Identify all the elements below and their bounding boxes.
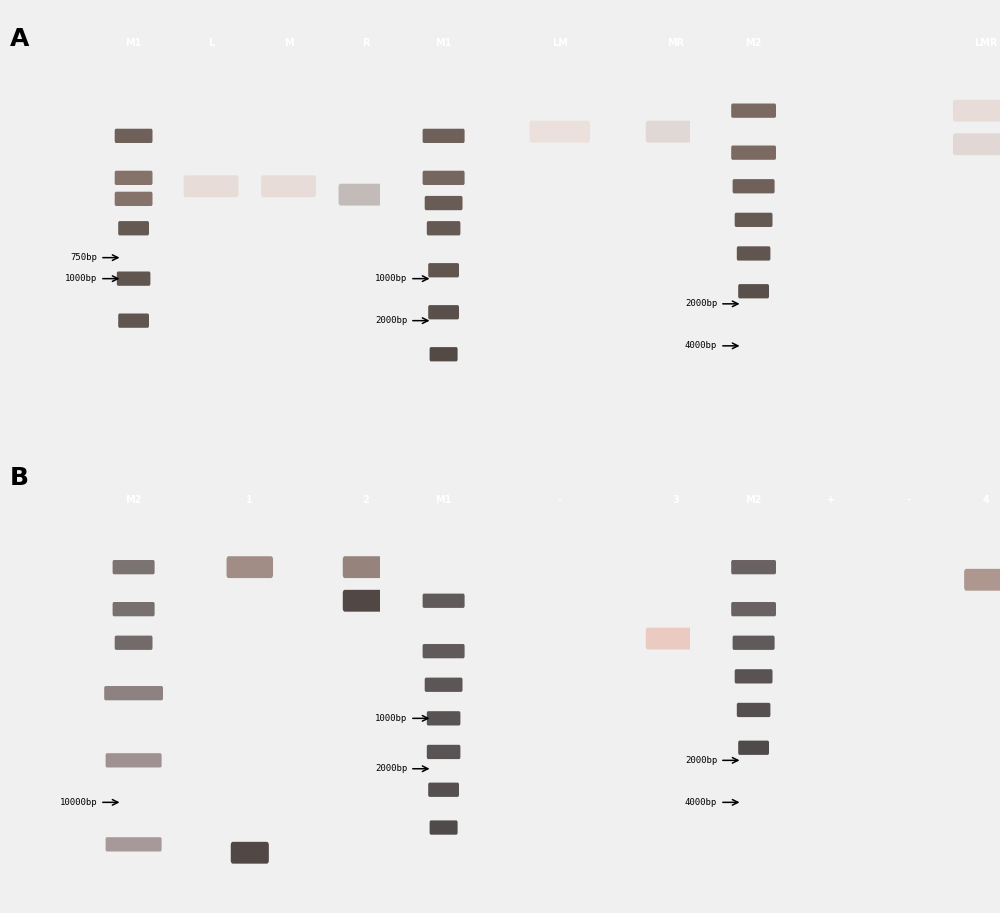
FancyBboxPatch shape bbox=[117, 271, 150, 286]
FancyBboxPatch shape bbox=[737, 247, 770, 260]
Text: L: L bbox=[208, 38, 214, 48]
FancyBboxPatch shape bbox=[731, 560, 776, 574]
FancyBboxPatch shape bbox=[343, 556, 389, 578]
Text: 2000bp: 2000bp bbox=[685, 756, 717, 765]
FancyBboxPatch shape bbox=[423, 644, 465, 658]
FancyBboxPatch shape bbox=[106, 837, 162, 852]
Text: 750bp: 750bp bbox=[70, 253, 97, 262]
FancyBboxPatch shape bbox=[427, 745, 460, 759]
Text: -: - bbox=[907, 495, 911, 505]
FancyBboxPatch shape bbox=[427, 711, 460, 726]
FancyBboxPatch shape bbox=[423, 593, 465, 608]
FancyBboxPatch shape bbox=[731, 145, 776, 160]
FancyBboxPatch shape bbox=[113, 602, 155, 616]
Text: A: A bbox=[10, 27, 29, 51]
Text: -: - bbox=[558, 495, 562, 505]
FancyBboxPatch shape bbox=[953, 100, 1000, 121]
Text: M2: M2 bbox=[745, 38, 762, 48]
FancyBboxPatch shape bbox=[184, 175, 239, 197]
FancyBboxPatch shape bbox=[227, 556, 273, 578]
Text: +: + bbox=[827, 495, 835, 505]
FancyBboxPatch shape bbox=[733, 179, 775, 194]
FancyBboxPatch shape bbox=[738, 284, 769, 299]
Text: M: M bbox=[284, 38, 293, 48]
Text: B: B bbox=[10, 466, 29, 489]
FancyBboxPatch shape bbox=[964, 569, 1000, 591]
FancyBboxPatch shape bbox=[731, 602, 776, 616]
FancyBboxPatch shape bbox=[530, 121, 590, 142]
FancyBboxPatch shape bbox=[738, 740, 769, 755]
FancyBboxPatch shape bbox=[115, 171, 152, 185]
FancyBboxPatch shape bbox=[428, 263, 459, 278]
Text: 2000bp: 2000bp bbox=[685, 299, 717, 309]
FancyBboxPatch shape bbox=[115, 192, 152, 206]
FancyBboxPatch shape bbox=[423, 171, 465, 185]
FancyBboxPatch shape bbox=[261, 175, 316, 197]
FancyBboxPatch shape bbox=[733, 635, 775, 650]
Text: 2000bp: 2000bp bbox=[375, 764, 407, 773]
Text: M2: M2 bbox=[125, 495, 142, 505]
Text: M2: M2 bbox=[745, 495, 762, 505]
Text: 1000bp: 1000bp bbox=[65, 274, 97, 283]
Text: LMR: LMR bbox=[974, 38, 998, 48]
FancyBboxPatch shape bbox=[115, 635, 152, 650]
Text: 1000bp: 1000bp bbox=[375, 714, 407, 723]
FancyBboxPatch shape bbox=[343, 590, 389, 612]
Text: 10000bp: 10000bp bbox=[60, 798, 97, 807]
FancyBboxPatch shape bbox=[115, 129, 152, 143]
Text: R: R bbox=[362, 38, 370, 48]
Text: M1: M1 bbox=[435, 495, 452, 505]
FancyBboxPatch shape bbox=[104, 686, 163, 700]
FancyBboxPatch shape bbox=[428, 782, 459, 797]
Text: 1000bp: 1000bp bbox=[375, 274, 407, 283]
Text: 2: 2 bbox=[363, 495, 369, 505]
FancyBboxPatch shape bbox=[118, 221, 149, 236]
Text: M1: M1 bbox=[435, 38, 452, 48]
Text: 4000bp: 4000bp bbox=[685, 341, 717, 351]
FancyBboxPatch shape bbox=[118, 313, 149, 328]
FancyBboxPatch shape bbox=[231, 842, 269, 864]
FancyBboxPatch shape bbox=[430, 347, 458, 362]
Text: 4: 4 bbox=[983, 495, 989, 505]
FancyBboxPatch shape bbox=[425, 677, 463, 692]
Text: 1: 1 bbox=[246, 495, 253, 505]
FancyBboxPatch shape bbox=[953, 133, 1000, 155]
FancyBboxPatch shape bbox=[427, 221, 460, 236]
Text: 3: 3 bbox=[673, 495, 679, 505]
Text: MR: MR bbox=[667, 38, 685, 48]
FancyBboxPatch shape bbox=[106, 753, 162, 768]
Text: 4000bp: 4000bp bbox=[685, 798, 717, 807]
FancyBboxPatch shape bbox=[646, 121, 706, 142]
Text: M1: M1 bbox=[125, 38, 142, 48]
FancyBboxPatch shape bbox=[731, 103, 776, 118]
FancyBboxPatch shape bbox=[423, 129, 465, 143]
FancyBboxPatch shape bbox=[430, 821, 458, 834]
FancyBboxPatch shape bbox=[735, 213, 773, 227]
FancyBboxPatch shape bbox=[113, 560, 155, 574]
FancyBboxPatch shape bbox=[425, 196, 463, 210]
FancyBboxPatch shape bbox=[737, 703, 770, 717]
FancyBboxPatch shape bbox=[646, 627, 706, 649]
FancyBboxPatch shape bbox=[339, 184, 393, 205]
Text: LM: LM bbox=[552, 38, 568, 48]
Text: 2000bp: 2000bp bbox=[375, 316, 407, 325]
FancyBboxPatch shape bbox=[428, 305, 459, 320]
FancyBboxPatch shape bbox=[735, 669, 773, 684]
